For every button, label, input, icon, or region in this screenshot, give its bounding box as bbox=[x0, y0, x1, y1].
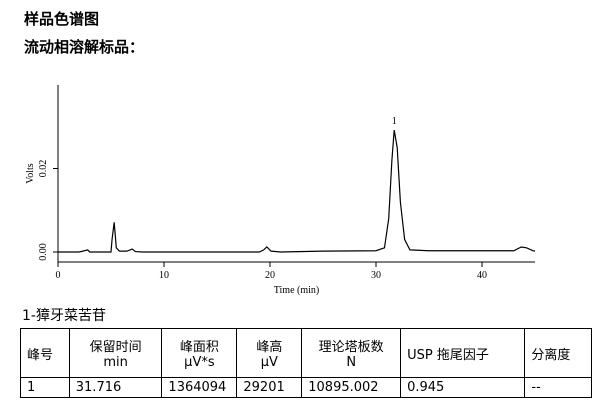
header-cell: 峰高 μV bbox=[236, 328, 303, 378]
peak-label: 1 bbox=[392, 116, 397, 127]
cell: 31.716 bbox=[68, 377, 163, 398]
header-text: 理论塔板数 bbox=[318, 340, 384, 355]
cell: 1364094 bbox=[161, 377, 238, 398]
x-tick-label: 20 bbox=[265, 270, 275, 281]
cell: 1 bbox=[20, 377, 70, 398]
y-tick-label: 0.02 bbox=[38, 160, 49, 178]
table-caption: 1-獐牙菜苦苷 bbox=[22, 308, 106, 324]
cell: 29201 bbox=[236, 377, 303, 398]
subtitle: 流动相溶解标品： bbox=[24, 38, 145, 56]
header-text: 分离度 bbox=[531, 347, 571, 363]
x-tick-label: 10 bbox=[159, 270, 169, 281]
x-tick-label: 30 bbox=[371, 270, 381, 281]
chromatogram: 0 10 20 30 40 0.00 0.02 Time (min) Volts 1 bbox=[25, 85, 536, 296]
header-text: μV*s bbox=[184, 355, 215, 370]
header-cell: 保留时间 min bbox=[68, 328, 163, 378]
header-text: 保留时间 bbox=[89, 340, 142, 355]
header-text: μV bbox=[260, 355, 278, 370]
cell: -- bbox=[524, 377, 592, 398]
header-cell: 理论塔板数 N bbox=[301, 328, 402, 378]
header-cell: USP 拖尾因子 bbox=[400, 328, 526, 378]
header-text: USP 拖尾因子 bbox=[407, 347, 489, 363]
header-text: min bbox=[103, 355, 128, 370]
title: 样品色谱图 bbox=[24, 10, 100, 28]
header-text: N bbox=[346, 355, 357, 370]
y-axis-label: Volts bbox=[25, 163, 36, 183]
x-axis-label: Time (min) bbox=[274, 285, 319, 296]
row: 1 31.716 1364094 29201 10895.002 0.945 -- bbox=[20, 377, 592, 398]
x-tick-label: 0 bbox=[56, 270, 61, 281]
header-text: 峰面积 bbox=[179, 340, 219, 355]
trace bbox=[58, 129, 536, 253]
header-row: 峰号 保留时间 min 峰面积 μV*s 峰高 μV 理论塔板数 N USP 拖尾因子 分离度 bbox=[20, 328, 592, 378]
y-tick-label: 0.00 bbox=[38, 243, 49, 261]
header-text: 峰高 bbox=[256, 340, 283, 355]
x-tick-label: 40 bbox=[477, 270, 487, 281]
header-cell: 峰号 bbox=[20, 328, 70, 378]
header-text: 峰号 bbox=[27, 347, 54, 363]
header-cell: 分离度 bbox=[524, 328, 592, 378]
table-body: 1 31.716 1364094 29201 10895.002 0.945 -- bbox=[20, 377, 592, 398]
cell: 10895.002 bbox=[301, 377, 402, 398]
cell: 0.945 bbox=[400, 377, 526, 398]
header-cell: 峰面积 μV*s bbox=[161, 328, 238, 378]
